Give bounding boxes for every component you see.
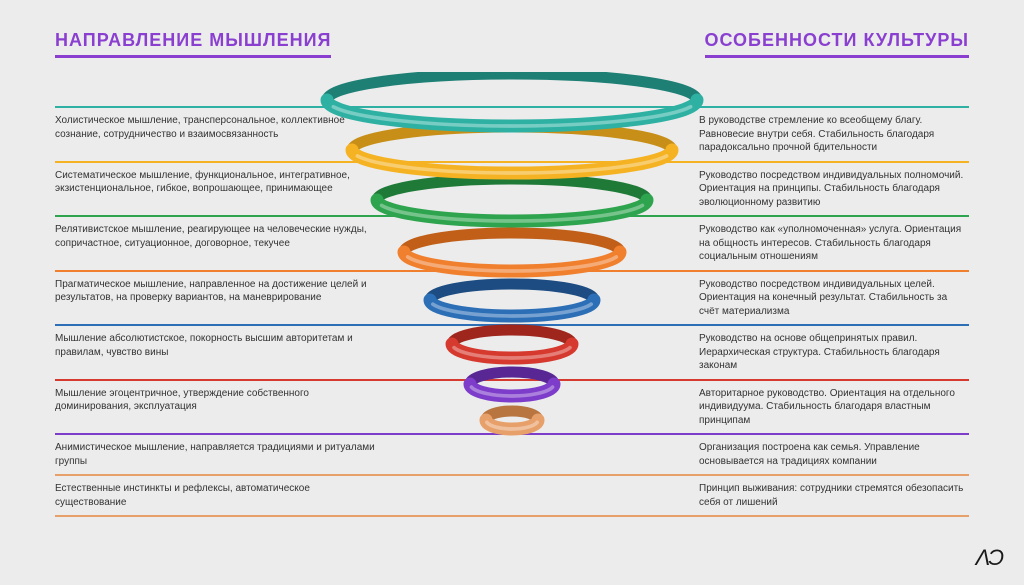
level-culture-text: Принцип выживания: сотрудники стремятся … [699, 476, 969, 515]
level-culture-text: Организация построена как семья. Управле… [699, 435, 969, 474]
level-thinking-text: Мышление эгоцентричное, утверждение собс… [55, 381, 375, 434]
level-row: Релятивистское мышление, реагирующее на … [55, 215, 969, 270]
level-thinking-text: Мышление абсолютистское, покорность высш… [55, 326, 375, 379]
level-thinking-text: Прагматическое мышление, направленное на… [55, 272, 375, 325]
level-culture-text: Руководство на основе общепринятых прави… [699, 326, 969, 379]
header-right: ОСОБЕННОСТИ КУЛЬТУРЫ [705, 30, 970, 58]
level-row: Холистическое мышление, трансперсонально… [55, 106, 969, 161]
slide-root: НАПРАВЛЕНИЕ МЫШЛЕНИЯ ОСОБЕННОСТИ КУЛЬТУР… [0, 0, 1024, 585]
headers-row: НАПРАВЛЕНИЕ МЫШЛЕНИЯ ОСОБЕННОСТИ КУЛЬТУР… [55, 30, 969, 58]
spiral-ring-back [327, 74, 697, 100]
level-thinking-text: Релятивистское мышление, реагирующее на … [55, 217, 375, 270]
level-row: Прагматическое мышление, направленное на… [55, 270, 969, 325]
level-row: Анимистическое мышление, направляется тр… [55, 433, 969, 474]
level-culture-text: Руководство посредством индивидуальных ц… [699, 272, 969, 325]
level-culture-text: Руководство как «уполномоченная» услуга.… [699, 217, 969, 270]
level-thinking-text: Естественные инстинкты и рефлексы, автом… [55, 476, 375, 515]
level-thinking-text: Холистическое мышление, трансперсонально… [55, 108, 375, 161]
levels-table: Холистическое мышление, трансперсонально… [55, 106, 969, 517]
level-culture-text: Авторитарное руководство. Ориентация на … [699, 381, 969, 434]
level-thinking-text: Анимистическое мышление, направляется тр… [55, 435, 375, 474]
level-thinking-text: Систематическое мышление, функциональное… [55, 163, 375, 216]
level-culture-text: В руководстве стремление ко всеобщему бл… [699, 108, 969, 161]
level-row: Систематическое мышление, функциональное… [55, 161, 969, 216]
header-left: НАПРАВЛЕНИЕ МЫШЛЕНИЯ [55, 30, 331, 58]
level-row: Мышление абсолютистское, покорность высш… [55, 324, 969, 379]
brand-logo: ΛƆ [975, 545, 1002, 571]
level-culture-text: Руководство посредством индивидуальных п… [699, 163, 969, 216]
level-row: Мышление эгоцентричное, утверждение собс… [55, 379, 969, 434]
level-row: Естественные инстинкты и рефлексы, автом… [55, 474, 969, 517]
